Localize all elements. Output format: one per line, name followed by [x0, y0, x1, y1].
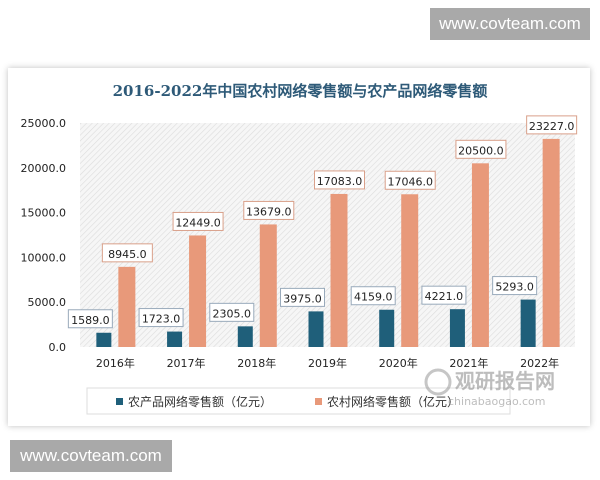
data-label: 12449.0	[175, 216, 221, 229]
svg-text:观研报告网: 观研报告网	[455, 369, 555, 393]
data-label-box	[280, 287, 325, 307]
y-tick-label: 5000.0	[28, 296, 67, 309]
bar-agri	[167, 331, 183, 347]
y-tick-label: 15000.0	[21, 207, 67, 220]
data-label: 5293.0	[495, 281, 534, 294]
data-label: 3975.0	[283, 292, 322, 305]
data-label: 1723.0	[142, 313, 181, 326]
data-label: 2305.0	[213, 307, 252, 320]
data-label: 20500.0	[458, 144, 504, 157]
bar-rural	[259, 224, 277, 347]
data-label-box	[172, 211, 224, 231]
data-label-box	[492, 276, 538, 296]
data-label: 4221.0	[425, 290, 464, 303]
legend-swatch-agri	[116, 398, 123, 405]
data-label-box	[421, 285, 467, 305]
watermark-bottom: www.covteam.com	[10, 440, 172, 472]
data-label-box	[209, 302, 255, 322]
y-tick-label: 20000.0	[21, 162, 67, 175]
data-label-box	[455, 139, 507, 159]
data-label-box	[243, 200, 295, 220]
data-label-box	[526, 115, 578, 135]
bar-rural	[118, 266, 136, 347]
data-label: 23227.0	[529, 120, 575, 133]
x-tick-label: 2021年	[449, 356, 488, 370]
bar-rural	[189, 235, 207, 347]
svg-text:chinabaogao.com: chinabaogao.com	[448, 395, 546, 408]
y-tick-label: 0.0	[49, 341, 67, 354]
watermark-top: www.covteam.com	[430, 8, 590, 40]
legend-label-rural: 农村网络零售额（亿元）	[327, 394, 459, 409]
x-tick-label: 2022年	[520, 356, 559, 370]
legend-label-agri: 农产品网络零售额（亿元）	[128, 394, 272, 409]
legend-swatch-rural	[315, 398, 322, 405]
data-label-box	[67, 309, 113, 329]
bar-rural	[330, 193, 348, 347]
bar-rural	[542, 138, 560, 347]
data-label-box	[138, 308, 184, 328]
x-tick-label: 2017年	[167, 356, 206, 370]
logo-watermark: 观研报告网 chinabaogao.com	[424, 368, 555, 408]
bar-agri	[520, 299, 536, 347]
bar-rural	[401, 194, 419, 347]
data-label: 4159.0	[354, 291, 393, 304]
data-label-box	[101, 243, 153, 263]
bar-agri	[96, 332, 112, 347]
y-tick-label: 10000.0	[21, 251, 67, 264]
bar-agri	[237, 326, 253, 347]
x-tick-label: 2019年	[308, 356, 347, 370]
data-label: 17046.0	[387, 175, 433, 188]
data-label-box	[384, 170, 436, 190]
bar-agri	[308, 311, 324, 347]
data-label: 17083.0	[317, 175, 363, 188]
data-label-box	[350, 286, 396, 306]
x-tick-label: 2018年	[237, 356, 276, 370]
bar-agri	[379, 309, 395, 347]
data-label: 13679.0	[246, 205, 292, 218]
bar-rural	[471, 163, 489, 347]
bar-agri	[449, 309, 465, 347]
x-tick-label: 2016年	[96, 356, 135, 370]
data-label: 1589.0	[71, 314, 110, 327]
legend-box	[86, 387, 511, 415]
chart-title: 2016-2022年中国农村网络零售额与农产品网络零售额	[113, 82, 488, 100]
data-label-box	[314, 170, 365, 190]
x-tick-label: 2020年	[379, 356, 418, 370]
data-label: 8945.0	[108, 248, 147, 261]
y-tick-label: 25000.0	[21, 117, 67, 130]
